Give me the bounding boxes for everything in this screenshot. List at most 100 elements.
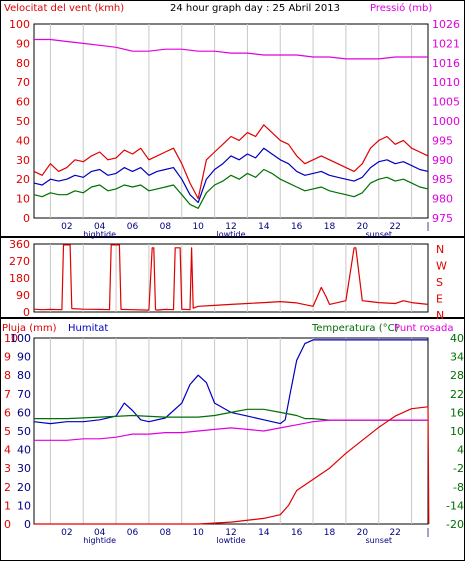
wind-pressure-chart: 0102030405060708090100975980985990995100… <box>9 18 460 239</box>
rain-y-tick: 6 <box>4 406 11 419</box>
x-tick-label: 14 <box>258 222 270 232</box>
x-tick-label: 18 <box>324 222 336 232</box>
x-tick-label: 18 <box>324 528 336 538</box>
temperature-y-tick: 16 <box>450 406 464 419</box>
x-tick-label: | <box>426 222 429 232</box>
x-tick-label: 08 <box>160 222 172 232</box>
x-event-label: hightide <box>83 536 116 545</box>
wind-y-tick: 0 <box>23 212 30 225</box>
series-gust-line <box>33 124 429 200</box>
temperature-y-tick: 40 <box>450 332 464 345</box>
wind-y-tick: 50 <box>16 115 30 128</box>
pressure-y-tick: 1016 <box>432 57 460 70</box>
temperature-y-tick: 22 <box>450 388 464 401</box>
wind-y-tick: 100 <box>9 18 30 31</box>
rain-y-tick: 0 <box>4 518 11 531</box>
rain-plot-area <box>33 337 429 525</box>
pressure-y-tick: 980 <box>432 193 453 206</box>
x-tick-label: 12 <box>225 222 236 232</box>
rain-y-tick: 5 <box>4 425 11 438</box>
x-tick-label: 10 <box>192 528 204 538</box>
humidity-y-tick: 50 <box>17 425 31 438</box>
humidity-y-tick: 60 <box>17 406 31 419</box>
humidity-y-tick: 80 <box>17 369 31 382</box>
temperature-y-tick: -20 <box>446 518 464 531</box>
series-wind_avg-line <box>33 147 429 204</box>
rain-y-tick: 4 <box>4 444 11 457</box>
humidity-y-tick: 100 <box>10 332 31 345</box>
wind-y-tick: 40 <box>16 134 30 147</box>
pressure-y-tick: 1021 <box>432 37 460 50</box>
pressure-axis-title: Pressió (mb) <box>370 2 432 14</box>
temperature-y-tick: 34 <box>450 351 464 364</box>
rain-humidity-temp-chart: 0123456789100102030405060708090100-20-14… <box>4 332 464 545</box>
pressure-y-tick: 975 <box>432 212 453 225</box>
x-tick-label: 20 <box>357 528 369 538</box>
direction-y-tick: 360 <box>9 238 30 251</box>
rain-y-tick: 3 <box>4 462 11 475</box>
rain-y-tick: 7 <box>4 388 11 401</box>
humidity-y-tick: 10 <box>17 499 31 512</box>
direction-y-tick: 180 <box>9 272 30 285</box>
wind-y-tick: 30 <box>16 154 30 167</box>
humidity-y-tick: 40 <box>17 444 31 457</box>
x-tick-label: 16 <box>291 222 303 232</box>
wind-y-tick: 10 <box>16 193 30 206</box>
x-tick-label: | <box>426 528 429 538</box>
series-pressure-line <box>34 38 428 60</box>
pressure-y-tick: 1000 <box>432 115 460 128</box>
compass-label: W <box>436 259 447 272</box>
series-direction-line <box>33 244 429 311</box>
wind-axis-title: Velocitat del vent (kmh) <box>4 3 124 14</box>
x-tick-label: 02 <box>61 222 72 232</box>
dewpoint-axis-title: Punt rosada <box>394 323 453 334</box>
rain-y-tick: 2 <box>4 481 11 494</box>
compass-label: N <box>436 243 444 256</box>
compass-label: S <box>436 276 443 289</box>
rain-y-tick: 1 <box>4 499 11 512</box>
x-tick-label: 20 <box>357 222 369 232</box>
humidity-y-tick: 20 <box>17 481 31 494</box>
pressure-y-tick: 1026 <box>432 18 460 31</box>
humidity-y-tick: 90 <box>17 351 31 364</box>
x-tick-label: 06 <box>127 222 139 232</box>
x-tick-label: 16 <box>291 528 303 538</box>
direction-y-tick: 0 <box>23 306 30 319</box>
x-event-label: sunset <box>365 230 392 239</box>
pressure-y-tick: 1010 <box>432 76 460 89</box>
humidity-y-tick: 70 <box>17 388 31 401</box>
chart-main-title: 24 hour graph day : 25 Abril 2013 <box>170 3 340 14</box>
humidity-axis-title: Humitat <box>68 323 108 334</box>
wind-y-tick: 60 <box>16 96 30 109</box>
x-event-label: sunset <box>365 536 392 545</box>
x-tick-label: 10 <box>192 222 204 232</box>
wind-y-tick: 80 <box>16 57 30 70</box>
temperature-y-tick: -2 <box>453 462 464 475</box>
pressure-y-tick: 995 <box>432 134 453 147</box>
x-tick-label: 12 <box>225 528 236 538</box>
x-tick-label: 14 <box>258 528 270 538</box>
x-event-label: lowtide <box>216 536 245 545</box>
x-tick-label: 22 <box>389 528 400 538</box>
rain-y-tick: 9 <box>4 351 11 364</box>
compass-label: E <box>436 292 443 305</box>
pressure-y-tick: 985 <box>432 173 453 186</box>
compass-label: N <box>436 309 444 322</box>
x-event-label: lowtide <box>216 230 245 239</box>
rain-y-tick: 8 <box>4 369 11 382</box>
temperature-y-tick: 4 <box>457 444 464 457</box>
x-tick-label: 04 <box>94 222 106 232</box>
rain-axis-title: Pluja (mm) <box>2 323 57 334</box>
direction-y-tick: 270 <box>9 255 30 268</box>
series-wind_min-line <box>33 168 429 209</box>
temperature-y-tick: 10 <box>450 425 464 438</box>
wind-y-tick: 90 <box>16 37 30 50</box>
x-tick-label: 02 <box>61 528 72 538</box>
humidity-y-tick: 0 <box>24 518 31 531</box>
temperature-axis-title: Temperatura (°C) <box>311 323 399 334</box>
wind-y-tick: 20 <box>16 173 30 186</box>
wind-y-tick: 70 <box>16 76 30 89</box>
series-humidity-line <box>33 339 428 425</box>
